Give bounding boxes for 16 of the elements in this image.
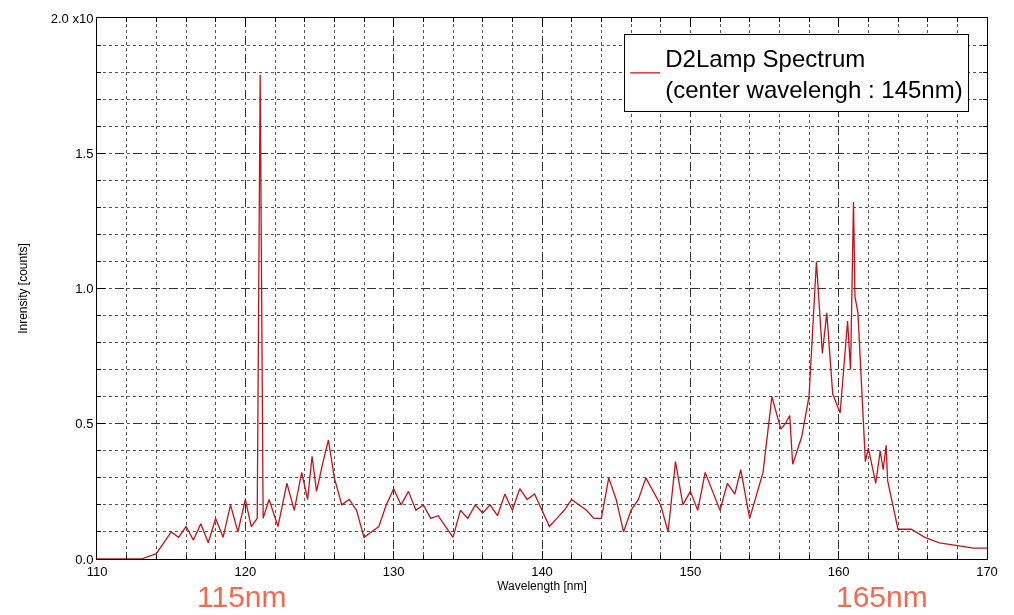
y-axis-title: Inrensity [counts] — [16, 243, 31, 334]
x-tick-label: 160 — [827, 563, 850, 579]
y-tick-label: 1.5 — [75, 145, 94, 161]
x-tick-label: 130 — [382, 563, 405, 579]
y-tick-label: 1.0 — [75, 281, 94, 297]
x-axis-title: Wavelength [nm] — [497, 579, 587, 594]
x-tick-label: 120 — [234, 563, 257, 579]
y-tick-label: 0.5 — [75, 416, 94, 432]
legend-label: D2Lamp Spectrum (center wavelengh : 145nm) — [665, 44, 963, 103]
text: 165nm — [836, 580, 928, 613]
x-tick-label: 140 — [531, 563, 553, 579]
x-tick-label: 170 — [976, 563, 998, 579]
x-tick-label: 150 — [679, 563, 702, 579]
y-tick-label: 2.0 x10 — [50, 10, 94, 26]
text: 115nm — [197, 580, 287, 613]
line-series — [97, 74, 987, 559]
